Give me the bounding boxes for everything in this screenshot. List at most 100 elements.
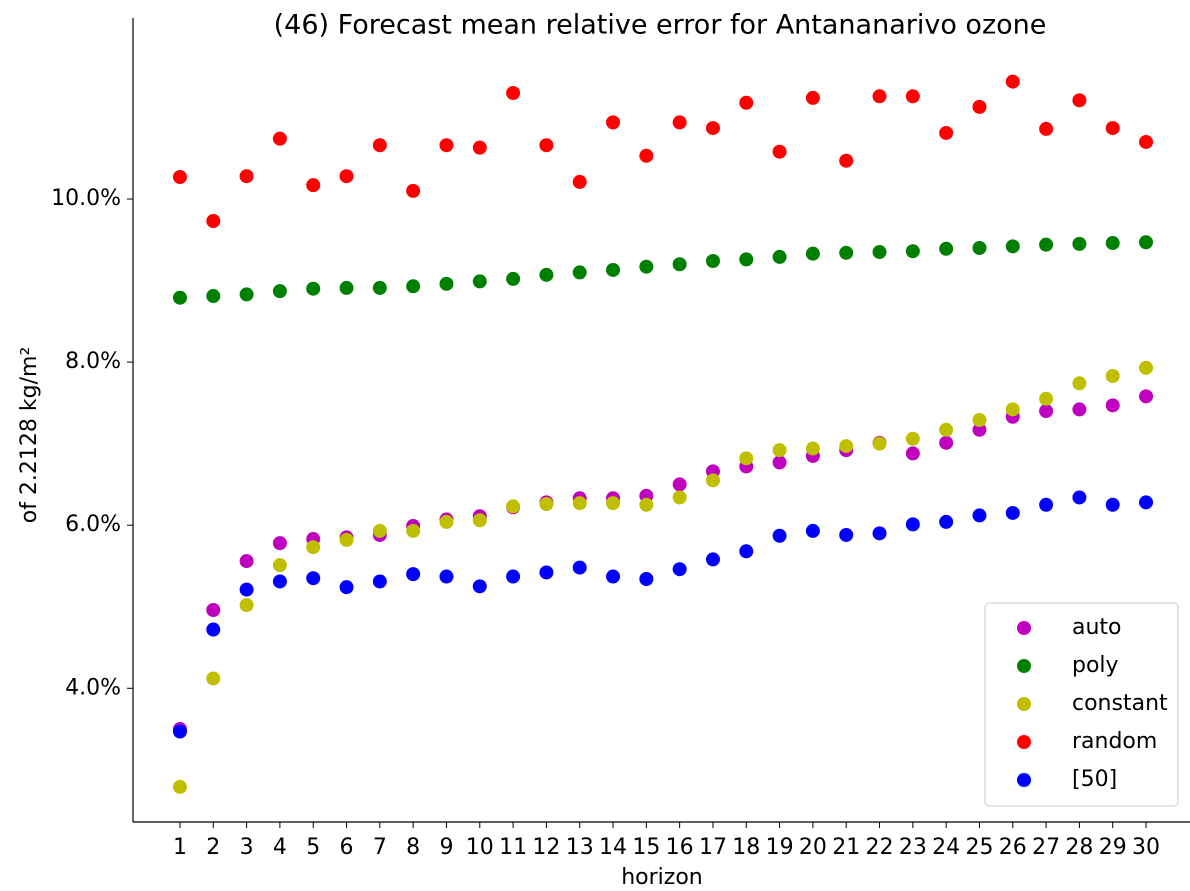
point xyxy=(172,170,187,185)
x-tick-label: 14 xyxy=(599,835,627,860)
point xyxy=(372,280,387,295)
point xyxy=(1039,237,1054,252)
point xyxy=(472,579,487,594)
point xyxy=(506,499,521,514)
point xyxy=(272,536,287,551)
point xyxy=(1005,402,1020,417)
x-tick-label: 17 xyxy=(699,835,727,860)
point xyxy=(739,252,754,267)
point xyxy=(272,284,287,299)
point xyxy=(1139,495,1154,510)
point xyxy=(306,540,321,555)
point xyxy=(872,89,887,104)
point xyxy=(339,169,354,184)
point xyxy=(572,560,587,575)
point xyxy=(1039,497,1054,512)
point xyxy=(1005,239,1020,254)
point xyxy=(406,567,421,582)
point xyxy=(872,245,887,260)
point xyxy=(1005,74,1020,89)
point xyxy=(639,572,654,587)
point xyxy=(439,276,454,291)
point xyxy=(639,497,654,512)
y-tick-label: 8.0% xyxy=(65,349,121,374)
x-tick-label: 21 xyxy=(832,835,860,860)
point xyxy=(805,246,820,261)
point xyxy=(972,99,987,114)
point xyxy=(772,249,787,264)
point xyxy=(606,262,621,277)
legend-box xyxy=(984,602,1179,807)
point xyxy=(239,582,254,597)
legend-label: poly xyxy=(1072,653,1119,678)
x-tick-label: 3 xyxy=(240,835,254,860)
point xyxy=(639,148,654,163)
point xyxy=(606,115,621,130)
point xyxy=(939,435,954,450)
point xyxy=(639,259,654,274)
point xyxy=(539,496,554,511)
point xyxy=(206,289,221,304)
point xyxy=(306,281,321,296)
x-tick-label: 16 xyxy=(666,835,694,860)
point xyxy=(206,602,221,617)
x-tick-label: 26 xyxy=(999,835,1027,860)
point xyxy=(739,95,754,110)
point xyxy=(1139,235,1154,250)
x-tick-label: 29 xyxy=(1099,835,1127,860)
point xyxy=(606,569,621,584)
point xyxy=(206,671,221,686)
point xyxy=(239,287,254,302)
point xyxy=(306,571,321,586)
point xyxy=(972,240,987,255)
point xyxy=(339,580,354,595)
point xyxy=(372,138,387,153)
x-tick-label: 6 xyxy=(340,835,354,860)
x-tick-label: 10 xyxy=(466,835,494,860)
point xyxy=(1105,121,1120,136)
point xyxy=(1105,398,1120,413)
point xyxy=(239,169,254,184)
point xyxy=(672,257,687,272)
point xyxy=(972,413,987,427)
point xyxy=(272,574,287,589)
y-tick-label: 4.0% xyxy=(65,675,121,700)
point xyxy=(272,558,287,573)
point xyxy=(939,514,954,529)
point xyxy=(239,554,254,569)
legend-marker xyxy=(1017,697,1031,711)
point xyxy=(1072,376,1087,391)
x-tick-label: 7 xyxy=(373,835,387,860)
x-tick-label: 12 xyxy=(532,835,560,860)
point xyxy=(372,574,387,589)
x-tick-label: 20 xyxy=(799,835,827,860)
x-tick-label: 22 xyxy=(866,835,894,860)
point xyxy=(772,528,787,543)
point xyxy=(939,241,954,256)
point xyxy=(439,138,454,153)
point xyxy=(1072,236,1087,251)
point xyxy=(772,144,787,159)
x-tick-label: 8 xyxy=(406,835,420,860)
legend-marker xyxy=(1017,621,1031,635)
point xyxy=(872,436,887,451)
y-tick-label: 6.0% xyxy=(65,512,121,537)
x-tick-label: 1 xyxy=(173,835,187,860)
x-tick-label: 25 xyxy=(965,835,993,860)
point xyxy=(172,724,187,739)
point xyxy=(672,477,687,492)
point xyxy=(739,544,754,559)
x-tick-label: 9 xyxy=(439,835,453,860)
point xyxy=(439,514,454,529)
point xyxy=(1105,236,1120,251)
x-tick-label: 27 xyxy=(1032,835,1060,860)
point xyxy=(406,279,421,294)
point xyxy=(1072,93,1087,108)
y-axis-label: of 2.2128 kg/m² xyxy=(17,347,42,524)
x-tick-label: 13 xyxy=(566,835,594,860)
point xyxy=(839,245,854,260)
point xyxy=(472,513,487,528)
point xyxy=(439,569,454,584)
x-tick-label: 4 xyxy=(273,835,287,860)
